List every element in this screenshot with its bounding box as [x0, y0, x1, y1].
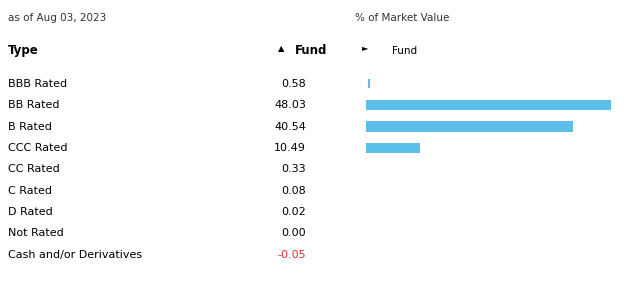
- Text: 0.33: 0.33: [282, 164, 306, 174]
- Text: CC Rated: CC Rated: [8, 164, 60, 174]
- Text: D Rated: D Rated: [8, 207, 52, 217]
- Text: Fund: Fund: [392, 46, 417, 56]
- Text: 40.54: 40.54: [274, 121, 306, 132]
- Text: CCC Rated: CCC Rated: [8, 143, 67, 153]
- Text: ▲: ▲: [278, 44, 285, 53]
- Bar: [366, 121, 573, 132]
- Text: -0.05: -0.05: [277, 250, 306, 260]
- Text: 0.08: 0.08: [281, 186, 306, 196]
- Text: 10.49: 10.49: [274, 143, 306, 153]
- Text: 0.02: 0.02: [281, 207, 306, 217]
- Text: Fund: Fund: [294, 44, 327, 56]
- Text: Not Rated: Not Rated: [8, 228, 63, 239]
- Bar: [366, 100, 611, 110]
- Text: C Rated: C Rated: [8, 186, 52, 196]
- Text: 48.03: 48.03: [274, 100, 306, 110]
- Text: BB Rated: BB Rated: [8, 100, 59, 110]
- Text: 0.00: 0.00: [282, 228, 306, 239]
- Text: 0.58: 0.58: [281, 79, 306, 89]
- Text: % of Market Value: % of Market Value: [355, 13, 449, 23]
- Text: Type: Type: [8, 44, 38, 56]
- Text: ►: ►: [362, 44, 368, 53]
- Text: B Rated: B Rated: [8, 121, 52, 132]
- Text: Cash and/or Derivatives: Cash and/or Derivatives: [8, 250, 142, 260]
- Bar: [366, 142, 420, 153]
- Text: BBB Rated: BBB Rated: [8, 79, 67, 89]
- Text: as of Aug 03, 2023: as of Aug 03, 2023: [8, 13, 106, 23]
